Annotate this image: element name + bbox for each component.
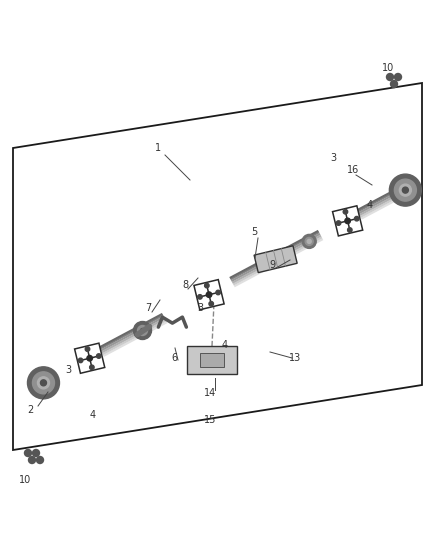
Polygon shape xyxy=(254,246,297,273)
Circle shape xyxy=(354,216,359,221)
Circle shape xyxy=(40,380,46,386)
Text: 15: 15 xyxy=(204,415,216,425)
Circle shape xyxy=(302,235,316,248)
Circle shape xyxy=(336,221,341,225)
Circle shape xyxy=(32,449,39,456)
Circle shape xyxy=(348,228,352,232)
Text: 6: 6 xyxy=(171,353,177,363)
Circle shape xyxy=(391,80,398,87)
Text: 14: 14 xyxy=(204,388,216,398)
Polygon shape xyxy=(194,280,224,310)
Circle shape xyxy=(78,358,83,362)
Circle shape xyxy=(307,239,311,244)
Circle shape xyxy=(399,184,411,196)
Circle shape xyxy=(205,284,209,288)
Circle shape xyxy=(141,328,145,333)
Polygon shape xyxy=(74,343,105,373)
Circle shape xyxy=(403,187,408,193)
Text: 2: 2 xyxy=(27,405,33,415)
Circle shape xyxy=(305,237,313,245)
Text: 1: 1 xyxy=(155,143,161,153)
Text: 10: 10 xyxy=(382,63,394,73)
Text: 7: 7 xyxy=(145,303,151,313)
Circle shape xyxy=(134,321,152,340)
Circle shape xyxy=(38,377,49,389)
Polygon shape xyxy=(200,353,224,367)
Circle shape xyxy=(394,179,417,201)
Text: 8: 8 xyxy=(182,280,188,290)
Circle shape xyxy=(345,218,350,224)
Text: 9: 9 xyxy=(269,260,275,270)
Text: 4: 4 xyxy=(222,340,228,350)
Circle shape xyxy=(85,347,90,351)
Text: 10: 10 xyxy=(19,475,31,485)
Circle shape xyxy=(87,356,92,361)
Circle shape xyxy=(25,449,32,456)
Circle shape xyxy=(36,456,43,464)
Circle shape xyxy=(395,74,402,80)
Circle shape xyxy=(90,365,94,369)
Circle shape xyxy=(28,367,60,399)
Text: 4: 4 xyxy=(90,410,96,420)
Text: 3: 3 xyxy=(330,153,336,163)
Text: 3: 3 xyxy=(197,303,203,313)
Text: 16: 16 xyxy=(347,165,359,175)
Circle shape xyxy=(138,326,148,335)
Circle shape xyxy=(343,209,348,214)
Circle shape xyxy=(209,302,213,306)
Text: 3: 3 xyxy=(65,365,71,375)
Circle shape xyxy=(96,354,101,358)
Circle shape xyxy=(32,372,54,394)
Circle shape xyxy=(389,174,421,206)
Polygon shape xyxy=(332,206,363,236)
Circle shape xyxy=(386,74,393,80)
Circle shape xyxy=(198,295,202,299)
Circle shape xyxy=(216,290,220,295)
Text: 4: 4 xyxy=(367,200,373,210)
Circle shape xyxy=(206,292,212,297)
Text: 5: 5 xyxy=(251,227,257,237)
Polygon shape xyxy=(187,346,237,374)
Circle shape xyxy=(28,456,35,464)
Text: 13: 13 xyxy=(289,353,301,363)
